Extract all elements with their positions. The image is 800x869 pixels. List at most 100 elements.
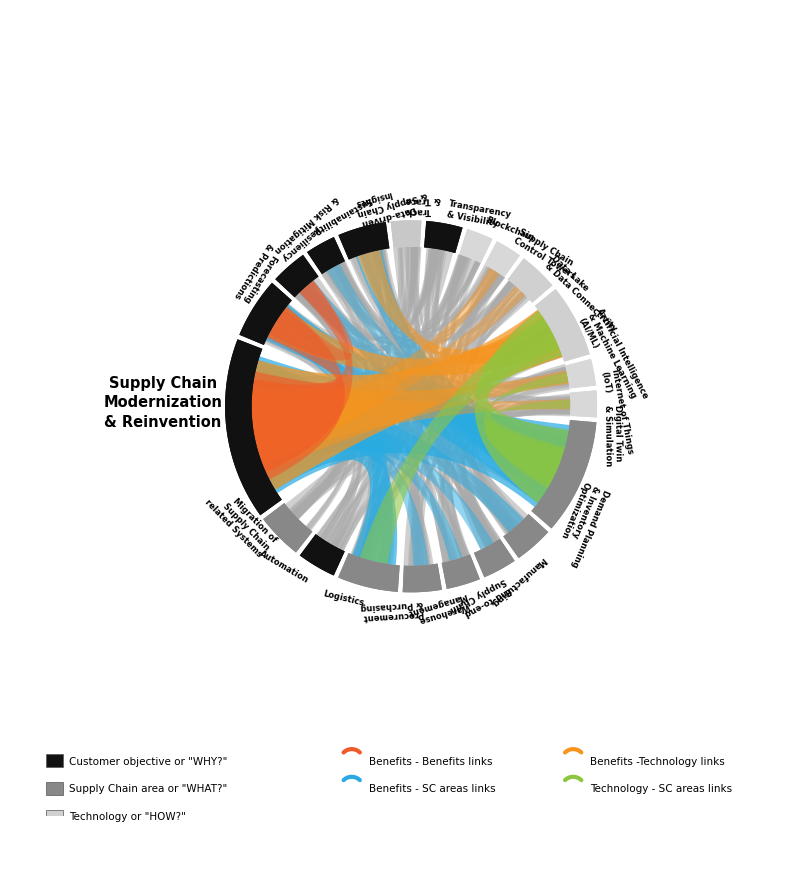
Polygon shape bbox=[263, 503, 313, 553]
Polygon shape bbox=[418, 330, 554, 566]
Polygon shape bbox=[390, 221, 422, 249]
Polygon shape bbox=[334, 248, 418, 548]
Polygon shape bbox=[275, 255, 318, 298]
Polygon shape bbox=[300, 534, 345, 576]
Polygon shape bbox=[252, 371, 569, 473]
Text: Manufacturing: Manufacturing bbox=[489, 554, 547, 607]
Polygon shape bbox=[374, 250, 570, 402]
Polygon shape bbox=[360, 255, 555, 360]
Text: Technology - SC areas links: Technology - SC areas links bbox=[590, 784, 733, 793]
Polygon shape bbox=[257, 367, 567, 455]
Polygon shape bbox=[462, 381, 570, 547]
Text: Supply Chain
Modernization
& Reinvention: Supply Chain Modernization & Reinvention bbox=[104, 375, 222, 429]
Polygon shape bbox=[457, 287, 519, 544]
Text: Benefits - Benefits links: Benefits - Benefits links bbox=[369, 756, 493, 766]
Polygon shape bbox=[252, 286, 526, 460]
Polygon shape bbox=[489, 378, 569, 448]
Polygon shape bbox=[254, 249, 437, 446]
Polygon shape bbox=[358, 295, 528, 560]
Polygon shape bbox=[472, 285, 564, 460]
Polygon shape bbox=[503, 514, 548, 559]
Polygon shape bbox=[333, 266, 501, 543]
Polygon shape bbox=[275, 320, 552, 368]
Polygon shape bbox=[269, 282, 514, 362]
Polygon shape bbox=[437, 262, 481, 561]
Text: Track
& Trace: Track & Trace bbox=[406, 195, 442, 216]
Polygon shape bbox=[322, 271, 467, 559]
Polygon shape bbox=[463, 271, 553, 487]
Polygon shape bbox=[358, 248, 409, 559]
Polygon shape bbox=[360, 350, 562, 560]
Polygon shape bbox=[294, 409, 570, 520]
Polygon shape bbox=[438, 394, 570, 563]
Polygon shape bbox=[461, 310, 541, 543]
Polygon shape bbox=[252, 361, 397, 566]
Polygon shape bbox=[508, 259, 552, 303]
Polygon shape bbox=[252, 388, 494, 550]
Polygon shape bbox=[339, 248, 418, 332]
Polygon shape bbox=[462, 408, 570, 548]
Polygon shape bbox=[402, 564, 442, 593]
Polygon shape bbox=[338, 262, 554, 481]
Polygon shape bbox=[333, 264, 431, 566]
Polygon shape bbox=[335, 409, 570, 551]
Polygon shape bbox=[252, 392, 462, 561]
Polygon shape bbox=[267, 349, 562, 484]
Polygon shape bbox=[338, 222, 390, 260]
Text: Logistics: Logistics bbox=[322, 588, 365, 607]
Polygon shape bbox=[410, 281, 515, 566]
Polygon shape bbox=[299, 281, 567, 495]
Polygon shape bbox=[442, 554, 480, 589]
Polygon shape bbox=[252, 357, 570, 507]
Polygon shape bbox=[239, 283, 292, 346]
Polygon shape bbox=[442, 269, 500, 558]
Polygon shape bbox=[289, 282, 358, 515]
Polygon shape bbox=[332, 266, 570, 408]
Polygon shape bbox=[484, 373, 569, 489]
Polygon shape bbox=[266, 334, 372, 556]
Polygon shape bbox=[263, 450, 394, 565]
Polygon shape bbox=[373, 251, 481, 333]
Polygon shape bbox=[459, 229, 493, 263]
Text: Technology or "HOW?": Technology or "HOW?" bbox=[69, 811, 186, 821]
Polygon shape bbox=[326, 325, 552, 543]
Polygon shape bbox=[450, 256, 568, 441]
Polygon shape bbox=[300, 534, 345, 576]
Polygon shape bbox=[566, 360, 596, 389]
Polygon shape bbox=[457, 274, 511, 535]
Polygon shape bbox=[304, 285, 516, 533]
Polygon shape bbox=[404, 248, 522, 527]
Polygon shape bbox=[338, 222, 390, 260]
Polygon shape bbox=[403, 256, 467, 566]
Polygon shape bbox=[393, 248, 453, 563]
Polygon shape bbox=[338, 554, 400, 592]
Polygon shape bbox=[254, 427, 356, 541]
Polygon shape bbox=[330, 251, 454, 548]
Polygon shape bbox=[257, 440, 458, 561]
Polygon shape bbox=[334, 265, 528, 521]
Text: Artificial Intelligence
& Machine Learning
(AI/ML): Artificial Intelligence & Machine Learni… bbox=[576, 307, 650, 409]
Polygon shape bbox=[267, 248, 404, 479]
Polygon shape bbox=[334, 270, 502, 550]
Text: Demand Planning
& Inventory
Optimization: Demand Planning & Inventory Optimization bbox=[550, 480, 610, 568]
Text: Automation: Automation bbox=[258, 547, 310, 584]
Polygon shape bbox=[284, 307, 363, 547]
Polygon shape bbox=[294, 294, 558, 472]
Polygon shape bbox=[472, 372, 568, 531]
Polygon shape bbox=[290, 274, 505, 515]
Polygon shape bbox=[296, 289, 366, 546]
Polygon shape bbox=[481, 332, 555, 487]
Text: Data Lake
& Data Connectivity: Data Lake & Data Connectivity bbox=[542, 254, 626, 333]
Polygon shape bbox=[366, 364, 567, 561]
Polygon shape bbox=[259, 292, 526, 460]
Polygon shape bbox=[424, 249, 500, 543]
Bar bbox=[46, 810, 63, 822]
Polygon shape bbox=[263, 503, 313, 553]
Polygon shape bbox=[225, 340, 282, 515]
Polygon shape bbox=[252, 310, 562, 490]
Polygon shape bbox=[471, 400, 570, 534]
Polygon shape bbox=[286, 294, 530, 511]
Polygon shape bbox=[284, 259, 479, 349]
Polygon shape bbox=[379, 249, 552, 485]
Polygon shape bbox=[338, 554, 400, 592]
